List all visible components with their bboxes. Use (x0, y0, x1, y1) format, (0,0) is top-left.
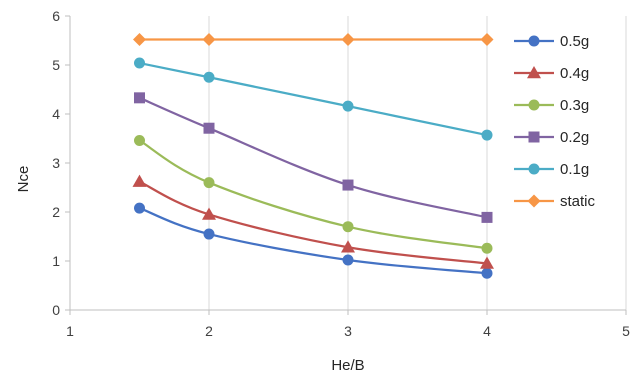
x-tick-label: 2 (205, 323, 213, 339)
legend-marker (528, 35, 540, 47)
data-point (341, 240, 355, 253)
data-point (203, 177, 215, 189)
data-point (481, 129, 493, 141)
series-0.4g (132, 174, 494, 269)
legend-marker (527, 66, 541, 79)
series-line (139, 61, 488, 137)
x-tick-label: 1 (66, 323, 74, 339)
x-tick-label: 5 (622, 323, 630, 339)
data-point (202, 207, 216, 220)
legend-label: 0.2g (560, 129, 589, 146)
series-static (133, 33, 494, 47)
legend-marker (527, 194, 541, 208)
y-tick-labels: 0 1 2 3 4 5 6 (52, 8, 60, 318)
data-point (134, 57, 145, 69)
data-point (203, 228, 215, 240)
legend-label: 0.4g (560, 65, 589, 82)
legend-item: 0.4g (514, 65, 589, 82)
data-point (481, 242, 493, 254)
x-axis-title: He/B (331, 357, 364, 374)
data-point (203, 122, 215, 134)
y-tick-label: 5 (52, 57, 60, 73)
x-tick-label: 3 (344, 323, 352, 339)
y-tick-label: 4 (52, 106, 60, 122)
data-point (481, 211, 493, 223)
series-line (139, 96, 488, 219)
legend-label: 0.3g (560, 97, 589, 114)
y-tick-label: 2 (52, 204, 60, 220)
legend-item: 0.5g (514, 33, 589, 50)
y-tick-label: 6 (52, 8, 60, 24)
series-line (138, 139, 488, 250)
y-axis-title: Nce (15, 166, 32, 193)
data-point (480, 256, 494, 269)
series-line (139, 207, 488, 275)
data-point (133, 33, 146, 47)
legend-label: static (560, 193, 596, 210)
legend-item: 0.2g (514, 129, 589, 146)
legend-marker (528, 131, 540, 143)
data-point (202, 33, 216, 47)
data-point (481, 267, 493, 279)
series-line (139, 180, 488, 265)
series-0.1g (134, 57, 493, 141)
y-tick-label: 3 (52, 155, 60, 171)
data-point (134, 92, 145, 104)
legend-item: 0.3g (514, 97, 589, 114)
data-point (342, 254, 354, 266)
data-point (341, 33, 355, 47)
x-tick-label: 4 (483, 323, 491, 339)
data-point (342, 100, 354, 112)
data-point (134, 202, 145, 214)
series-0.3g (134, 134, 493, 254)
y-tick-label: 1 (52, 253, 60, 269)
legend-label: 0.1g (560, 161, 589, 178)
data-point (132, 174, 147, 187)
y-tick-label: 0 (52, 302, 60, 318)
legend-item: 0.1g (514, 161, 589, 178)
x-tick-labels: 1 2 3 4 5 (66, 323, 630, 339)
axes (65, 15, 627, 315)
data-point (134, 134, 145, 146)
data-point (203, 71, 215, 83)
legend: 0.5g 0.4g 0.3g 0.2g 0.1g static (514, 33, 596, 210)
series-0.5g (134, 202, 493, 279)
data-point (480, 33, 494, 47)
legend-marker (528, 163, 540, 175)
data-point (342, 221, 354, 233)
data-point (342, 179, 354, 191)
legend-marker (528, 99, 540, 111)
legend-label: 0.5g (560, 33, 589, 50)
series-group (132, 33, 494, 279)
series-0.2g (134, 92, 493, 223)
legend-item: static (514, 193, 596, 210)
